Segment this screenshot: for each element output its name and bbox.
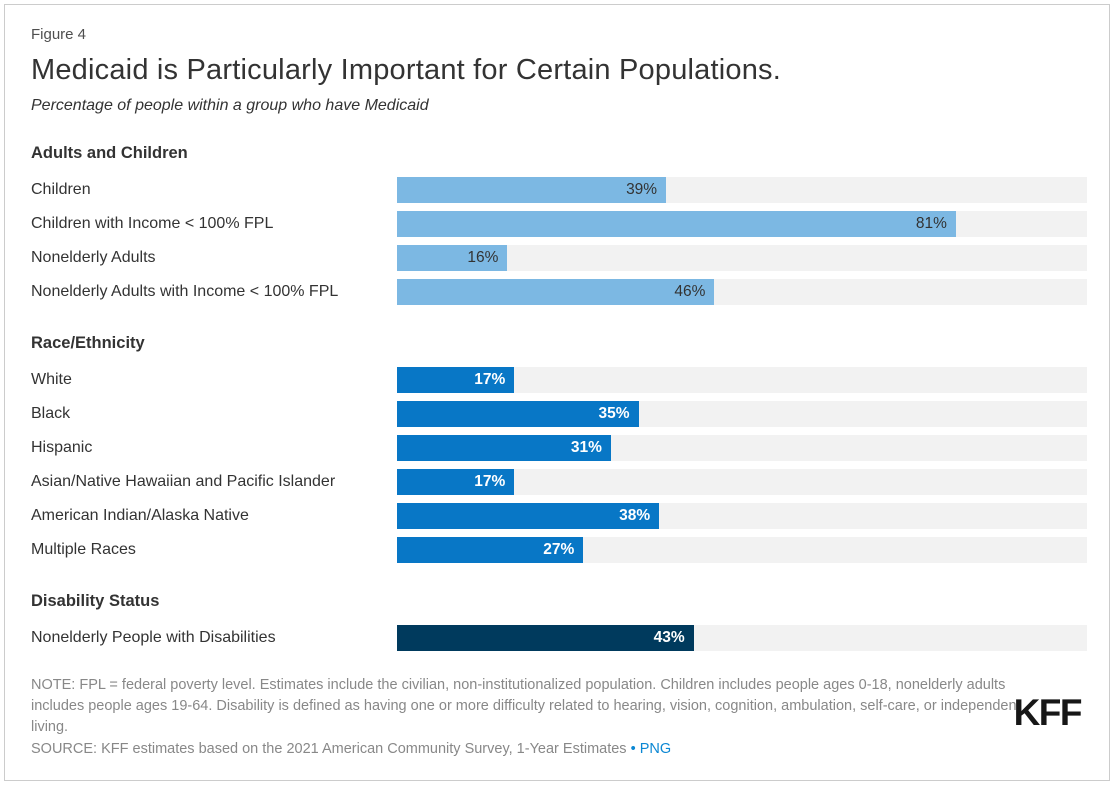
bar-value-label: 39% [626, 181, 658, 198]
figure-footer: NOTE: FPL = federal poverty level. Estim… [31, 675, 1087, 760]
bar-value-label: 81% [915, 215, 947, 232]
category-label: Nonelderly People with Disabilities [31, 629, 276, 646]
section-header: Disability Status [31, 592, 160, 610]
bar-row: Nonelderly Adults 16% [31, 245, 1087, 271]
bar-track: 38% [397, 503, 1087, 529]
bar: 81% [397, 211, 956, 237]
category-label: Black [31, 405, 71, 422]
bar-track: 81% [397, 211, 1087, 237]
category-label: White [31, 371, 72, 388]
bar-track: 17% [397, 367, 1087, 393]
bar-row: Children 39% [31, 177, 1087, 203]
bar-track: 16% [397, 245, 1087, 271]
category-label: Asian/Native Hawaiian and Pacific Island… [31, 473, 336, 490]
bar: 38% [397, 503, 660, 529]
bar: 27% [397, 537, 584, 563]
bar-row: Black 35% [31, 401, 1087, 427]
category-label: Hispanic [31, 439, 93, 456]
bar-track: 17% [397, 469, 1087, 495]
bar-track: 43% [397, 625, 1087, 651]
section-adults-and-children: Adults and Children Children 39% Childre… [31, 144, 1087, 305]
bar-track: 39% [397, 177, 1087, 203]
bar: 31% [397, 435, 611, 461]
kff-logo: KFF [1013, 692, 1083, 733]
bullet-separator: • [630, 741, 636, 757]
bar-value-label: 46% [674, 283, 706, 300]
section-header: Adults and Children [31, 144, 188, 162]
bar: 17% [397, 367, 515, 393]
category-label: American Indian/Alaska Native [31, 507, 249, 524]
bar-track: 31% [397, 435, 1087, 461]
bar-value-label: 43% [653, 629, 685, 646]
bar-row: Nonelderly People with Disabilities 43% [31, 625, 1087, 651]
figure-number: Figure 4 [31, 26, 87, 43]
bar: 17% [397, 469, 515, 495]
bar-track: 46% [397, 279, 1087, 305]
category-label: Nonelderly Adults [31, 249, 156, 266]
bar-track: 35% [397, 401, 1087, 427]
bar: 35% [397, 401, 639, 427]
bar: 39% [397, 177, 667, 203]
source-line: SOURCE: KFF estimates based on the 2021 … [31, 739, 1087, 760]
bar: 16% [397, 245, 508, 271]
figure-card: Figure 4 Medicaid is Particularly Import… [4, 4, 1110, 781]
bar-row: Nonelderly Adults with Income < 100% FPL… [31, 279, 1087, 305]
note-text: NOTE: FPL = federal poverty level. Estim… [31, 677, 1021, 735]
section-header: Race/Ethnicity [31, 334, 145, 352]
png-download-link[interactable]: PNG [639, 741, 672, 757]
bar-row: White 17% [31, 367, 1087, 393]
category-label: Multiple Races [31, 541, 136, 558]
source-text: SOURCE: KFF estimates based on the 2021 … [31, 741, 627, 757]
chart-subtitle: Percentage of people within a group who … [31, 97, 429, 114]
category-label: Children with Income < 100% FPL [31, 215, 274, 232]
bar-row: Hispanic 31% [31, 435, 1087, 461]
bar-value-label: 16% [467, 249, 499, 266]
bar-value-label: 38% [619, 507, 651, 524]
section-race-ethnicity: Race/Ethnicity White 17% Black 35% Hispa… [31, 334, 1087, 563]
bar-row: American Indian/Alaska Native 38% [31, 503, 1087, 529]
bar-value-label: 31% [570, 439, 602, 456]
bar-value-label: 17% [474, 371, 506, 388]
bar: 43% [397, 625, 694, 651]
bar-value-label: 27% [543, 541, 575, 558]
bar-value-label: 35% [598, 405, 630, 422]
bar-track: 27% [397, 537, 1087, 563]
section-disability-status: Disability Status Nonelderly People with… [31, 592, 1087, 651]
bar-row: Multiple Races 27% [31, 537, 1087, 563]
bar: 46% [397, 279, 715, 305]
chart-title: Medicaid is Particularly Important for C… [31, 54, 782, 86]
category-label: Nonelderly Adults with Income < 100% FPL [31, 283, 339, 300]
category-label: Children [31, 181, 91, 198]
bar-row: Asian/Native Hawaiian and Pacific Island… [31, 469, 1087, 495]
bar-row: Children with Income < 100% FPL 81% [31, 211, 1087, 237]
bar-value-label: 17% [474, 473, 506, 490]
